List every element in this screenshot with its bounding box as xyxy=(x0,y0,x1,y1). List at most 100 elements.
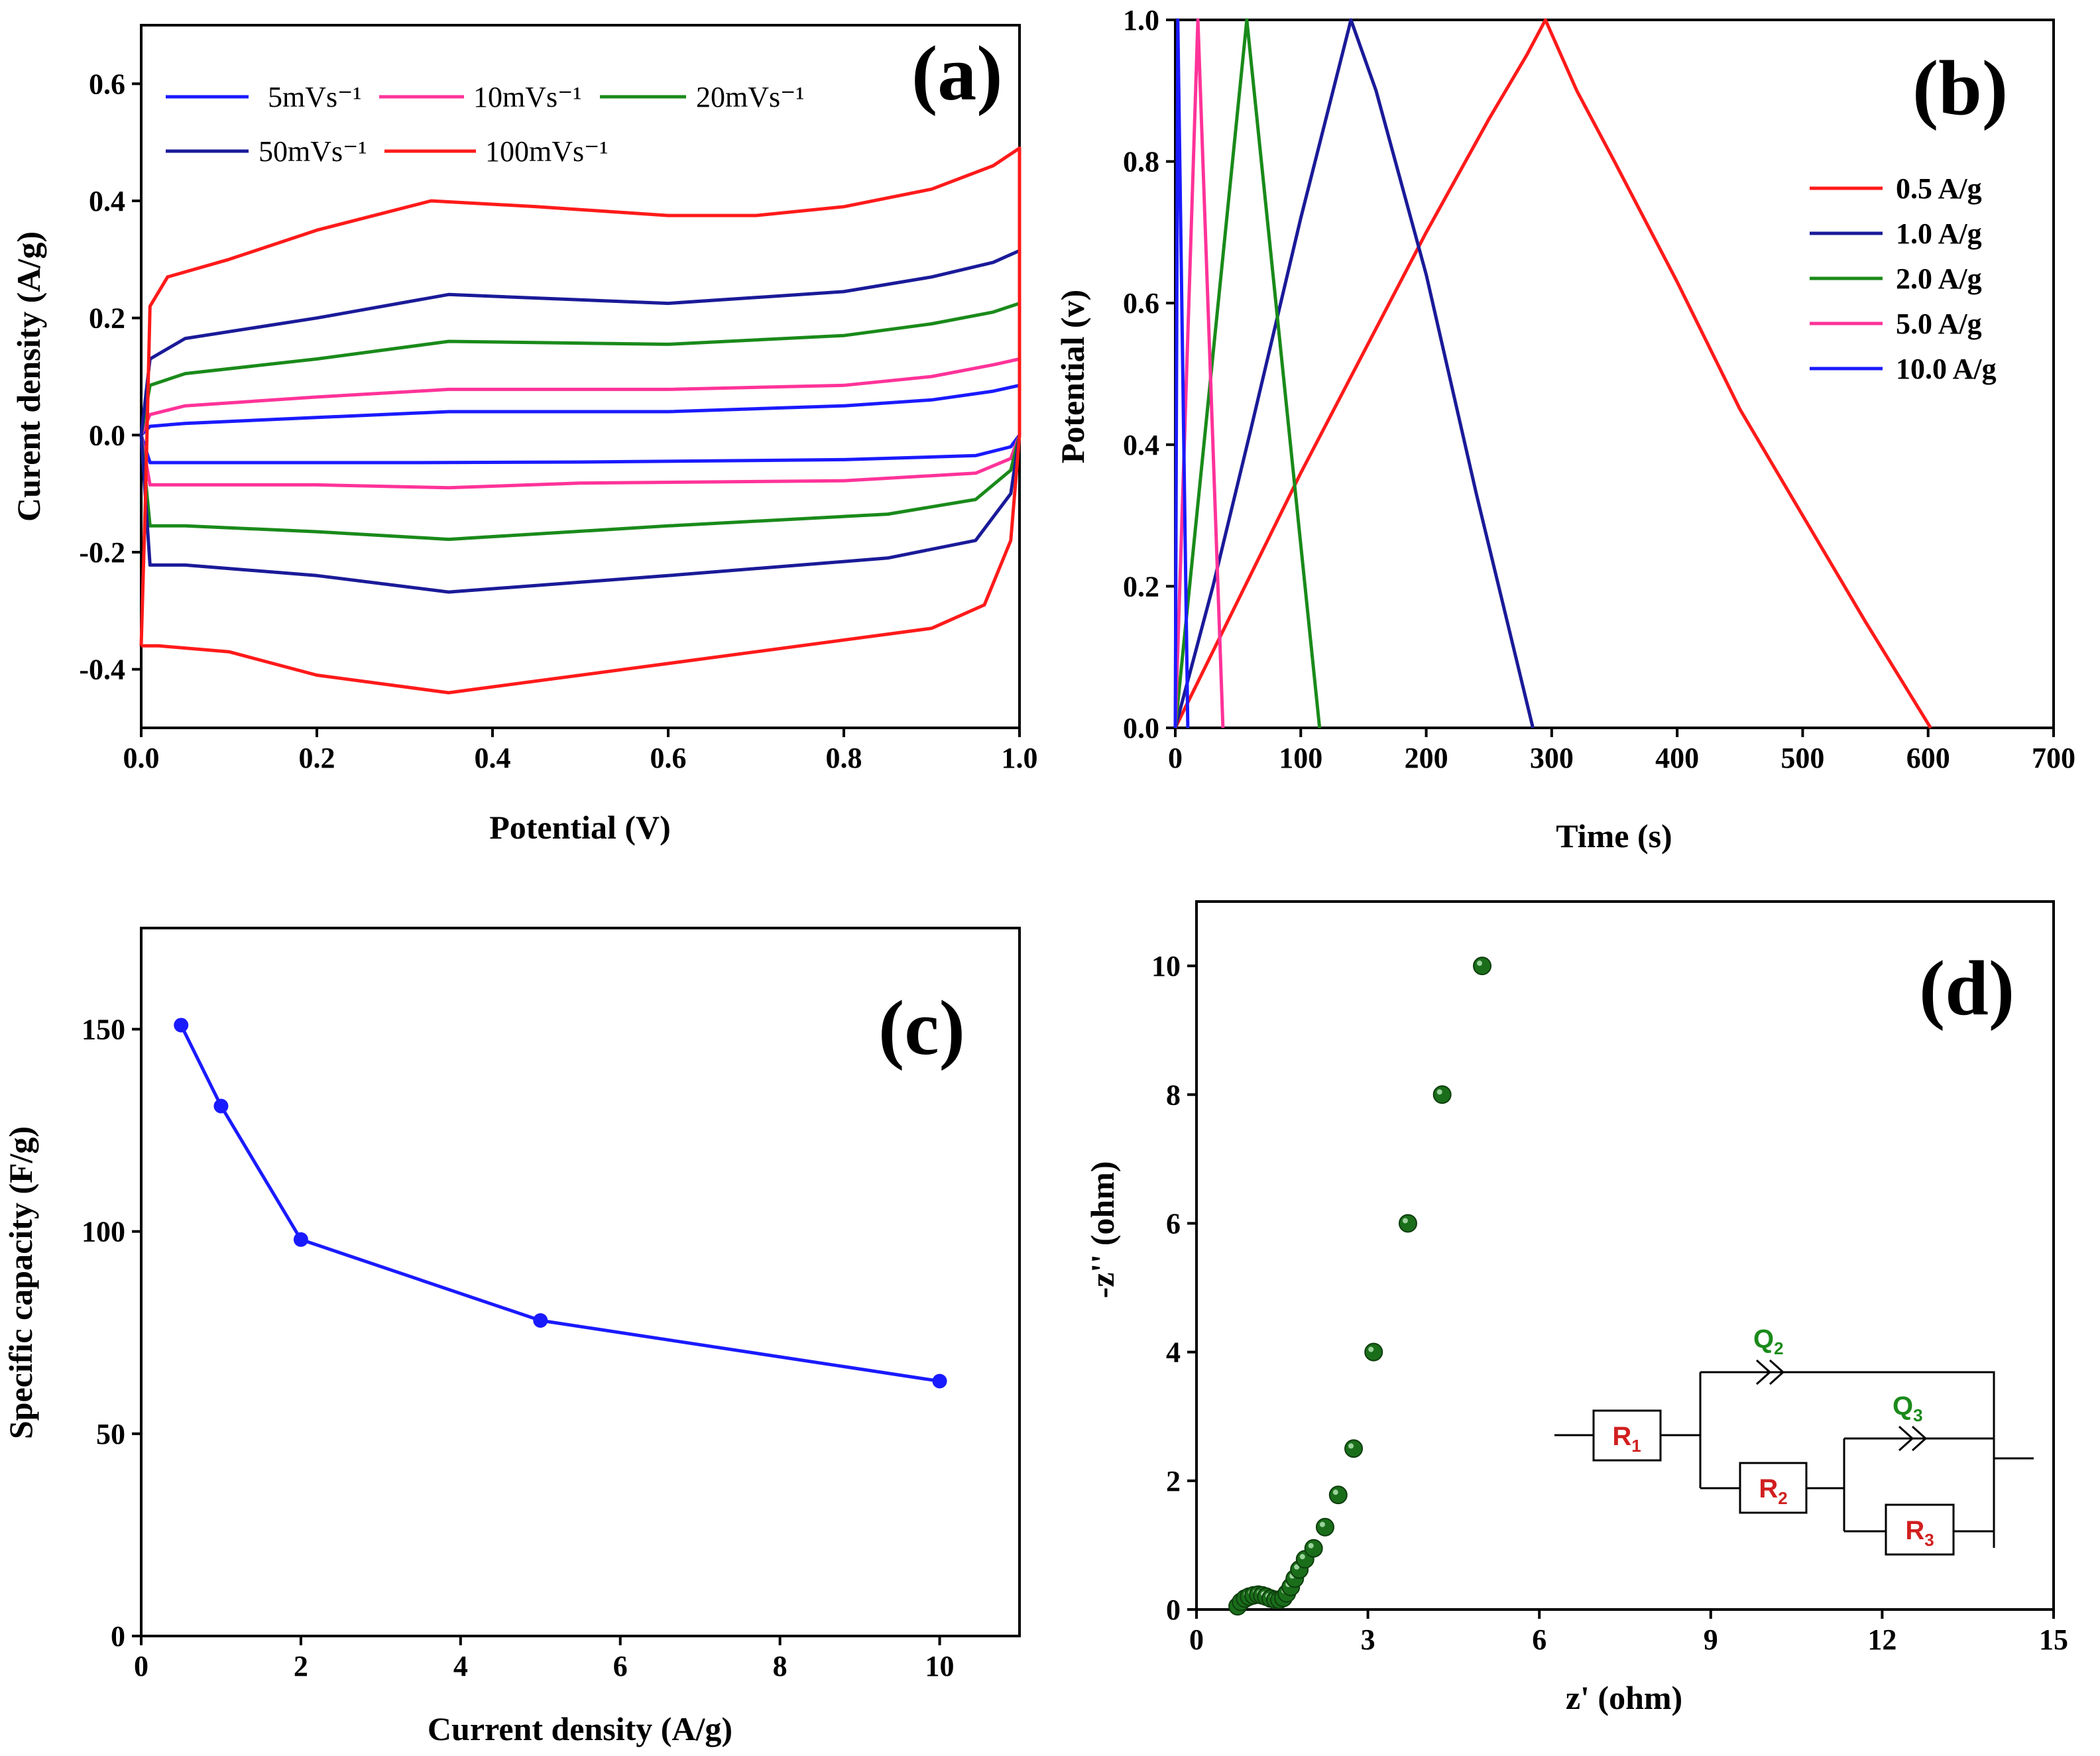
panel-b-y-axis-label: Potential (v) xyxy=(1054,290,1091,463)
nyquist-point-22 xyxy=(1398,1214,1417,1233)
panel-c-label: (c) xyxy=(878,984,965,1071)
x-tick-label: 700 xyxy=(2032,742,2075,774)
panel-d-x-axis-label: z' (ohm) xyxy=(1566,1679,1682,1716)
nyquist-point-17 xyxy=(1304,1539,1323,1558)
y-tick-label: 50 xyxy=(96,1418,125,1450)
panel-a-plot-frame xyxy=(140,24,1021,729)
y-tick-label: 0.6 xyxy=(89,68,125,100)
panel-b-gcd-curves: 0 100 200 300 400 500 600 700 0.0 0.2 0.4 0.6 0.8 1.0… xyxy=(1054,4,2075,854)
x-tick-label: 12 xyxy=(1867,1623,1896,1656)
nyquist-point-21 xyxy=(1364,1342,1383,1362)
panel-b-label: (b) xyxy=(1912,44,2008,131)
circuit-r3-label: R3 xyxy=(1905,1516,1934,1550)
panel-a-y-axis-label: Curent density (A/g) xyxy=(10,231,47,522)
capacity-point-0 xyxy=(174,1018,189,1033)
panel-a-ticks: 0.0 0.2 0.4 0.6 0.8 1.0 -0.4 -0.2 0.0 0.2 0.4 0.6 xyxy=(79,68,1037,774)
nyquist-point-highlight-18 xyxy=(1319,1521,1325,1527)
nyquist-point-24 xyxy=(1473,957,1491,976)
x-tick-label: 1.0 xyxy=(1002,742,1038,774)
y-tick-label: 0.6 xyxy=(1123,287,1159,320)
panel-c-y-axis-label: Specific capacity (F/g) xyxy=(2,1126,39,1439)
panel-b-legend: 0.5 A/g 1.0 A/g 2.0 A/g 5.0 A/g 10.0 A/g xyxy=(1810,172,1997,385)
x-tick-label: 0.0 xyxy=(123,742,160,774)
cv-loop-0 xyxy=(139,383,1021,465)
legend-label-5.0ag: 5.0 A/g xyxy=(1896,308,1982,340)
y-tick-label: 0 xyxy=(111,1620,125,1653)
y-tick-label: 0.4 xyxy=(89,185,125,217)
panel-d-y-axis-label: -z'' (ohm) xyxy=(1084,1161,1121,1299)
legend-label-10mvs: 10mVs⁻¹ xyxy=(473,81,582,113)
y-tick-label: 4 xyxy=(1166,1336,1181,1369)
cv-loop-2 xyxy=(139,302,1021,542)
x-tick-label: 0.4 xyxy=(475,742,511,774)
x-tick-label: 15 xyxy=(2039,1623,2068,1656)
x-tick-label: 600 xyxy=(1906,742,1950,774)
legend-label-2.0ag: 2.0 A/g xyxy=(1896,263,1982,295)
x-tick-label: 2 xyxy=(294,1650,308,1682)
cv-loop-1 xyxy=(139,357,1021,490)
panel-b-series xyxy=(1173,18,1932,729)
y-tick-label: 10 xyxy=(1151,950,1181,982)
x-tick-label: 0.2 xyxy=(299,742,335,774)
nyquist-point-highlight-17 xyxy=(1308,1543,1314,1549)
y-tick-label: 0.8 xyxy=(1123,146,1159,178)
gcd-curve-0 xyxy=(1173,18,1932,729)
y-tick-label: 150 xyxy=(82,1014,125,1046)
panel-c-x-axis-label: Current density (A/g) xyxy=(428,1710,732,1747)
circuit-wires-inner xyxy=(1806,1437,2034,1533)
panel-c-series xyxy=(174,1018,947,1389)
y-tick-label: 0.2 xyxy=(89,302,125,335)
x-tick-label: 0 xyxy=(1168,742,1183,774)
nyquist-point-highlight-21 xyxy=(1368,1346,1374,1352)
circuit-q2-label: Q2 xyxy=(1753,1324,1784,1358)
nyquist-point-highlight-22 xyxy=(1402,1218,1408,1224)
nyquist-point-highlight-20 xyxy=(1348,1443,1354,1449)
x-tick-label: 200 xyxy=(1405,742,1448,774)
panel-a-legend: 5mVs⁻¹ 10mVs⁻¹ 20mVs⁻¹ 50mVs⁻¹ 100mVs⁻¹ xyxy=(166,81,805,168)
y-tick-label: 8 xyxy=(1166,1079,1181,1111)
circuit-resistor-r3 xyxy=(1885,1503,1955,1556)
y-tick-label: -0.2 xyxy=(79,536,125,569)
x-tick-label: 100 xyxy=(1279,742,1322,774)
circuit-cpe-q2-symbol xyxy=(1755,1359,1785,1385)
circuit-wires-main xyxy=(1661,1371,1995,1548)
gcd-curve-1 xyxy=(1173,18,1535,729)
y-tick-label: 0.4 xyxy=(1123,429,1159,461)
legend-label-1.0ag: 1.0 A/g xyxy=(1896,217,1982,250)
x-tick-label: 8 xyxy=(773,1650,788,1682)
legend-label-10.0ag: 10.0 A/g xyxy=(1896,353,1997,385)
cv-loop-4 xyxy=(139,146,1021,695)
nyquist-point-highlight-16 xyxy=(1299,1554,1305,1560)
x-tick-label: 0.6 xyxy=(650,742,687,774)
y-tick-label: 0.0 xyxy=(1123,712,1159,744)
x-tick-label: 0 xyxy=(1189,1623,1204,1656)
y-tick-label: 0 xyxy=(1166,1594,1181,1626)
capacity-point-3 xyxy=(533,1313,548,1328)
nyquist-point-highlight-23 xyxy=(1436,1089,1442,1095)
capacity-point-2 xyxy=(293,1232,308,1247)
y-tick-label: 1.0 xyxy=(1123,4,1159,36)
equivalent-circuit-diagram: R1 Q2 R2 Q3 R3 xyxy=(1554,1324,2034,1556)
x-tick-label: 9 xyxy=(1704,1623,1718,1656)
y-tick-label: 2 xyxy=(1166,1465,1181,1497)
circuit-resistor-r1 xyxy=(1592,1409,1662,1462)
panel-b-ticks: 0 100 200 300 400 500 600 700 0.0 0.2 0.4 0.6 0.8 1.0 xyxy=(1123,4,2075,774)
legend-label-5mvs: 5mVs⁻¹ xyxy=(268,81,362,113)
nyquist-point-20 xyxy=(1344,1439,1364,1458)
legend-label-0.5ag: 0.5 A/g xyxy=(1896,172,1982,205)
nyquist-point-19 xyxy=(1328,1486,1348,1505)
nyquist-point-18 xyxy=(1315,1517,1334,1537)
x-tick-label: 0.8 xyxy=(826,742,862,774)
capacity-point-4 xyxy=(932,1374,947,1389)
legend-label-50mvs: 50mVs⁻¹ xyxy=(259,135,367,168)
panel-a-cv-curves: 0.0 0.2 0.4 0.6 0.8 1.0 -0.4 -0.2 0.0 0.2 0.4 0.6 P… xyxy=(10,24,1038,846)
y-tick-label: -0.4 xyxy=(79,654,125,686)
x-tick-label: 6 xyxy=(613,1650,628,1682)
x-tick-label: 4 xyxy=(453,1650,468,1682)
y-tick-label: 100 xyxy=(82,1216,125,1248)
nyquist-point-23 xyxy=(1432,1085,1452,1104)
panel-c-plot-frame xyxy=(140,927,1021,1637)
